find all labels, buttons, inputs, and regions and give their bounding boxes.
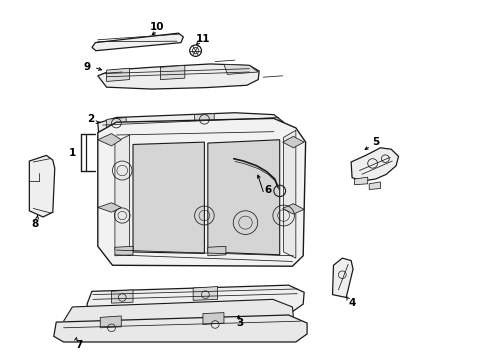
- Polygon shape: [194, 114, 214, 126]
- Polygon shape: [106, 68, 129, 81]
- Polygon shape: [133, 142, 204, 253]
- Polygon shape: [87, 285, 304, 312]
- Text: 8: 8: [32, 219, 39, 229]
- Text: 10: 10: [150, 22, 164, 32]
- Polygon shape: [115, 135, 129, 256]
- Polygon shape: [98, 203, 121, 212]
- Polygon shape: [106, 117, 126, 131]
- Text: 4: 4: [347, 298, 355, 308]
- Polygon shape: [193, 287, 217, 300]
- Polygon shape: [207, 246, 225, 256]
- Polygon shape: [98, 134, 121, 146]
- Polygon shape: [63, 300, 293, 321]
- Text: 1: 1: [69, 148, 76, 158]
- Polygon shape: [29, 156, 55, 217]
- Text: 2: 2: [87, 114, 94, 124]
- Polygon shape: [100, 316, 121, 328]
- Polygon shape: [203, 312, 224, 324]
- Polygon shape: [368, 182, 380, 189]
- Polygon shape: [350, 148, 398, 181]
- Polygon shape: [282, 204, 304, 214]
- Text: 9: 9: [83, 62, 90, 72]
- Polygon shape: [332, 258, 352, 297]
- Polygon shape: [282, 136, 304, 148]
- Polygon shape: [224, 64, 258, 75]
- Polygon shape: [98, 113, 283, 134]
- Polygon shape: [115, 246, 133, 256]
- Polygon shape: [98, 118, 305, 266]
- Text: 5: 5: [371, 137, 378, 147]
- Polygon shape: [283, 130, 295, 258]
- Polygon shape: [54, 315, 306, 342]
- Polygon shape: [111, 290, 133, 303]
- Polygon shape: [207, 140, 279, 255]
- Polygon shape: [92, 33, 183, 51]
- Polygon shape: [160, 66, 184, 80]
- Polygon shape: [98, 64, 259, 89]
- Text: 3: 3: [236, 318, 243, 328]
- Text: 6: 6: [264, 185, 271, 195]
- Text: 11: 11: [196, 34, 210, 44]
- Text: 7: 7: [75, 340, 83, 350]
- Polygon shape: [354, 177, 367, 185]
